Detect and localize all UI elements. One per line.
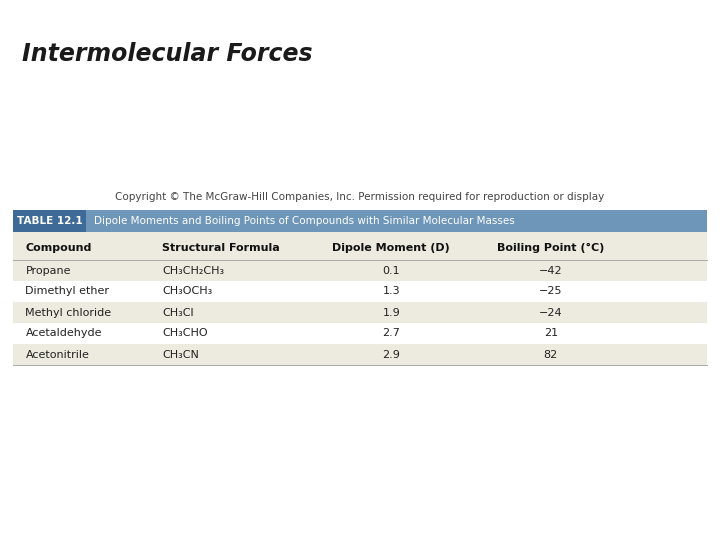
Bar (13, 344, 707, 365)
Text: 0.1: 0.1 (382, 266, 400, 275)
Text: 21: 21 (544, 328, 558, 339)
Text: 2.7: 2.7 (382, 328, 400, 339)
Text: CH₃OCH₃: CH₃OCH₃ (162, 287, 212, 296)
Text: −24: −24 (539, 307, 562, 318)
Text: Copyright © The McGraw-Hill Companies, Inc. Permission required for reproduction: Copyright © The McGraw-Hill Companies, I… (115, 192, 605, 202)
Text: Methyl chloride: Methyl chloride (25, 307, 112, 318)
Text: Dipole Moment (D): Dipole Moment (D) (333, 243, 450, 253)
Text: CH₃CHO: CH₃CHO (162, 328, 208, 339)
Bar (86, 210, 707, 232)
Bar (13, 260, 707, 281)
Text: 82: 82 (544, 349, 558, 360)
Text: −42: −42 (539, 266, 562, 275)
Text: CH₃Cl: CH₃Cl (162, 307, 194, 318)
Text: Acetonitrile: Acetonitrile (25, 349, 89, 360)
Bar (13, 281, 707, 302)
Text: Boiling Point (°C): Boiling Point (°C) (498, 243, 605, 253)
Text: CH₃CN: CH₃CN (162, 349, 199, 360)
Text: Intermolecular Forces: Intermolecular Forces (22, 42, 312, 66)
Text: TABLE 12.1: TABLE 12.1 (17, 216, 83, 226)
Text: Structural Formula: Structural Formula (162, 243, 280, 253)
Text: CH₃CH₂CH₃: CH₃CH₂CH₃ (162, 266, 225, 275)
Bar (13, 302, 707, 323)
Text: Dipole Moments and Boiling Points of Compounds with Similar Molecular Masses: Dipole Moments and Boiling Points of Com… (94, 216, 515, 226)
Text: Acetaldehyde: Acetaldehyde (25, 328, 102, 339)
Text: 2.9: 2.9 (382, 349, 400, 360)
Text: 1.3: 1.3 (382, 287, 400, 296)
Text: Propane: Propane (25, 266, 71, 275)
Bar (13, 210, 86, 232)
Text: Dimethyl ether: Dimethyl ether (25, 287, 109, 296)
Text: Compound: Compound (25, 243, 92, 253)
Text: 1.9: 1.9 (382, 307, 400, 318)
Bar (13, 323, 707, 344)
Text: −25: −25 (539, 287, 562, 296)
Bar (13, 232, 707, 260)
